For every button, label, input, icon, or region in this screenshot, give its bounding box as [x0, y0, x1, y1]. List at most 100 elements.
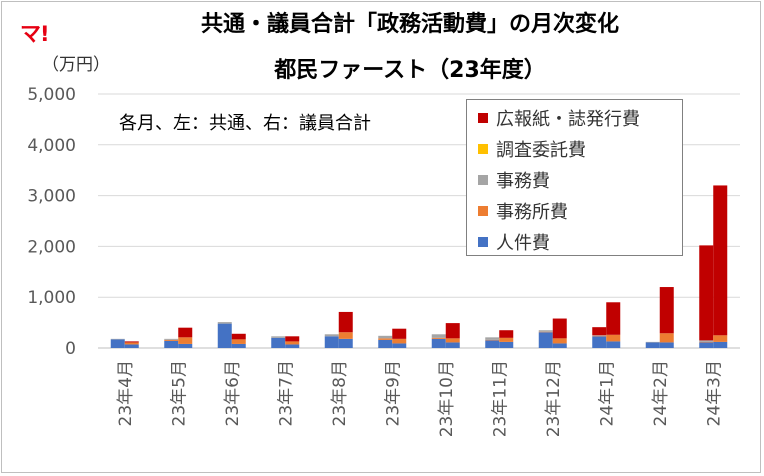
bar-segment	[217, 323, 232, 348]
bar-segment	[110, 339, 125, 348]
legend-label: 人件費	[496, 232, 550, 254]
bar-segment	[592, 335, 607, 337]
bar-segment	[285, 336, 300, 342]
x-tick-label: 23年6月	[223, 360, 243, 426]
bar-segment	[499, 337, 514, 342]
x-tick-label: 23年4月	[116, 360, 136, 426]
bar-segment	[552, 318, 567, 339]
bar-segment	[606, 302, 621, 335]
bar-segment	[606, 341, 621, 348]
bar-segment	[552, 343, 567, 348]
bar-segment	[445, 342, 460, 348]
y-tick-label: 5,000	[27, 85, 76, 105]
legend: 広報紙・誌発行費 調査委託費 事務費 事務所費 人件費	[466, 99, 683, 256]
bar-segment	[499, 341, 514, 348]
bar-segment	[538, 332, 553, 348]
bar-segment	[392, 343, 407, 348]
bar-segment	[645, 342, 660, 348]
bar-segment	[110, 338, 125, 340]
bar-segment	[499, 330, 514, 338]
bar-segment	[713, 335, 728, 342]
x-tick-label: 23年10月	[437, 360, 457, 437]
chart-note: 各月、左：共通、右：議員合計	[119, 113, 371, 134]
legend-label: 調査委託費	[496, 139, 586, 161]
chart-title-line1: 共通・議員合計「政務活動費」の月次変化	[200, 12, 619, 37]
x-tick-label: 23年5月	[169, 360, 189, 426]
bar-segment	[164, 338, 179, 340]
bar-segment	[659, 287, 674, 334]
bar-segment	[699, 341, 714, 343]
bar-segment	[338, 332, 353, 339]
bar-segment	[164, 340, 179, 348]
bar-segment	[431, 337, 446, 339]
bar-segment	[392, 338, 407, 344]
x-tick-label: 23年8月	[330, 360, 350, 426]
bar-segment	[271, 336, 286, 338]
legend-item: 事務費	[467, 164, 682, 195]
y-tick-label: 0	[65, 339, 76, 359]
bar-segment	[338, 311, 353, 333]
bar-segment	[164, 339, 179, 341]
bar-segment	[431, 338, 446, 348]
legend-label: 事務所費	[496, 201, 568, 223]
bar-segment	[485, 339, 500, 341]
bar-segment	[659, 342, 674, 348]
bar-segment	[378, 339, 393, 348]
x-tick-label: 24年3月	[704, 360, 724, 426]
legend-item: 広報紙・誌発行費	[467, 102, 682, 133]
bar-segment	[538, 330, 553, 332]
bar-segment	[392, 328, 407, 339]
bar-segment	[445, 323, 460, 339]
y-tick-label: 4,000	[27, 136, 76, 156]
bar-segment	[592, 327, 607, 336]
bar-segment	[124, 342, 139, 345]
bar-segment	[552, 338, 567, 344]
bar-segment	[592, 336, 607, 348]
bar-segment	[231, 339, 246, 344]
bar-segment	[178, 327, 193, 338]
legend-swatch	[478, 112, 488, 123]
logo: マ!	[20, 22, 50, 46]
legend-item: 人件費	[467, 226, 682, 257]
bar-segment	[713, 341, 728, 348]
bar-segment	[271, 337, 286, 348]
bar-segment	[231, 343, 246, 348]
bar-segment	[645, 341, 660, 343]
bar-segment	[124, 344, 139, 348]
legend-item: 調査委託費	[467, 133, 682, 164]
y-axis-unit-label: （万円）	[42, 55, 110, 75]
x-tick-label: 23年7月	[276, 360, 296, 426]
y-tick-label: 1,000	[27, 288, 76, 308]
bar-segment	[592, 335, 607, 336]
y-tick-label: 2,000	[27, 237, 76, 257]
x-tick-label: 23年11月	[490, 360, 510, 437]
bar-segment	[485, 337, 500, 340]
bar-segment	[285, 341, 300, 345]
bar-segment	[431, 334, 446, 338]
bar-segment	[699, 342, 714, 348]
legend-swatch	[478, 205, 488, 216]
bar-segment	[659, 333, 674, 343]
x-tick-label: 24年1月	[597, 360, 617, 426]
legend-swatch	[478, 143, 488, 154]
bar-segment	[485, 340, 500, 348]
bar-segment	[178, 337, 193, 344]
y-tick-label: 3,000	[27, 187, 76, 207]
bar-segment	[378, 338, 393, 340]
bar-segment	[699, 340, 714, 342]
bar-segment	[445, 338, 460, 343]
x-tick-label: 24年2月	[651, 360, 671, 426]
bar-segment	[713, 185, 728, 336]
bar-segment	[538, 331, 553, 333]
bar-segment	[338, 338, 353, 348]
bar-segment	[378, 335, 393, 339]
bar-segment	[324, 334, 339, 337]
legend-label: 広報紙・誌発行費	[496, 108, 640, 130]
bar-segment	[178, 343, 193, 348]
bar-segment	[217, 322, 232, 324]
bar-segment	[699, 245, 714, 341]
legend-label: 事務費	[496, 170, 550, 192]
legend-swatch	[478, 174, 488, 185]
